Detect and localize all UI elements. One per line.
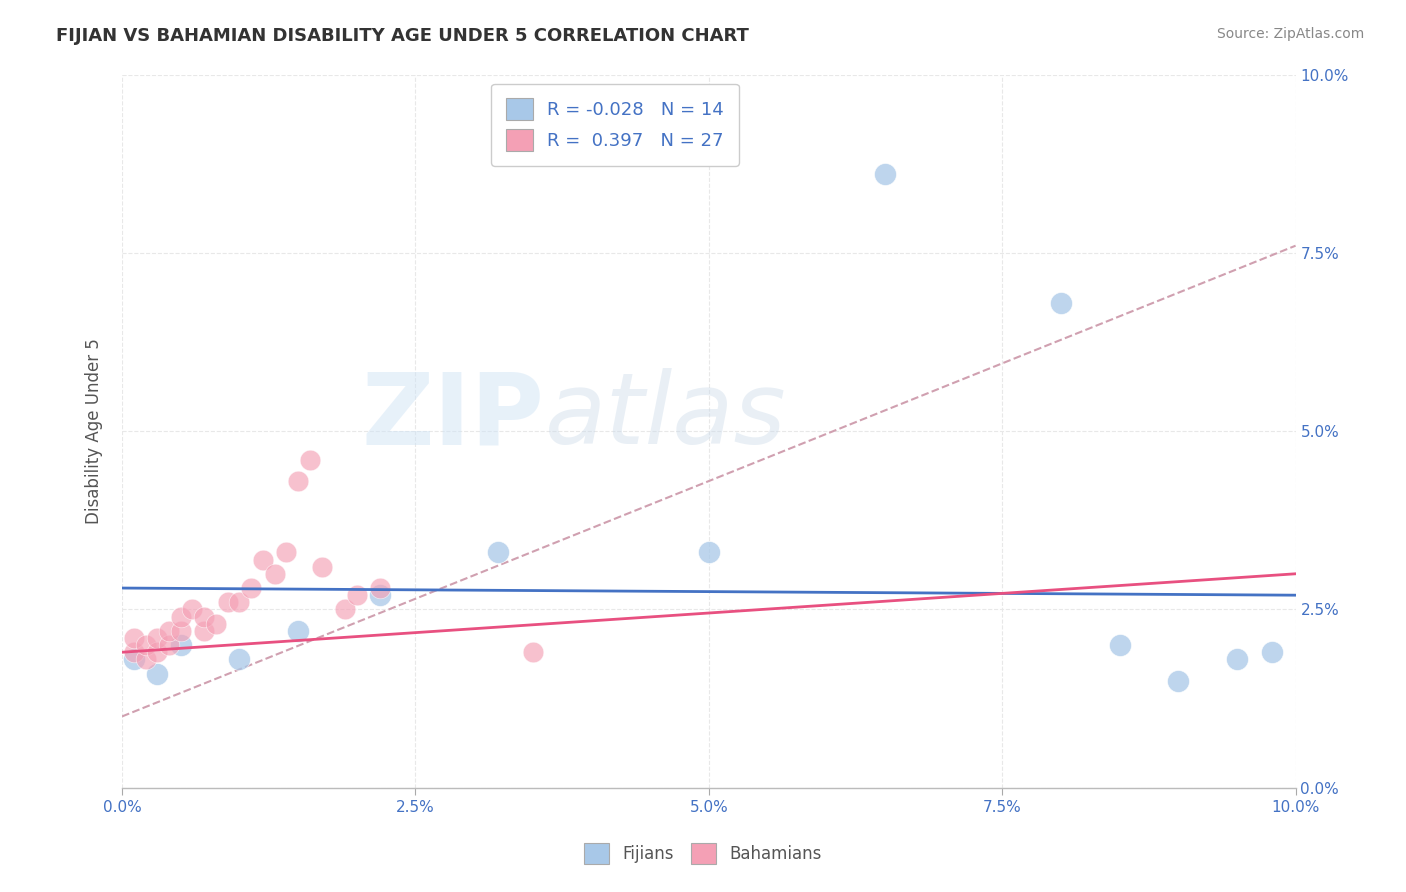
Point — [228, 595, 250, 609]
Legend: R = -0.028   N = 14, R =  0.397   N = 27: R = -0.028 N = 14, R = 0.397 N = 27 — [491, 84, 738, 166]
Point — [181, 602, 204, 616]
Point — [193, 609, 215, 624]
Point — [298, 452, 321, 467]
Point — [346, 588, 368, 602]
Point — [1108, 638, 1130, 652]
Point — [1050, 295, 1073, 310]
Point — [157, 638, 180, 652]
Y-axis label: Disability Age Under 5: Disability Age Under 5 — [86, 338, 103, 524]
Point — [1226, 652, 1249, 666]
Point — [122, 645, 145, 659]
Point — [873, 167, 896, 181]
Point — [240, 581, 263, 595]
Point — [205, 616, 228, 631]
Point — [263, 566, 285, 581]
Point — [228, 652, 250, 666]
Point — [486, 545, 509, 559]
Point — [252, 552, 274, 566]
Point — [134, 652, 156, 666]
Point — [170, 624, 193, 638]
Point — [276, 545, 298, 559]
Text: atlas: atlas — [544, 368, 786, 466]
Point — [217, 595, 239, 609]
Text: ZIP: ZIP — [361, 368, 544, 466]
Point — [170, 609, 193, 624]
Point — [146, 645, 169, 659]
Point — [287, 624, 309, 638]
Legend: Fijians, Bahamians: Fijians, Bahamians — [578, 837, 828, 871]
Point — [287, 474, 309, 488]
Point — [522, 645, 544, 659]
Point — [146, 631, 169, 645]
Point — [146, 666, 169, 681]
Point — [170, 638, 193, 652]
Point — [697, 545, 720, 559]
Point — [368, 581, 391, 595]
Point — [333, 602, 356, 616]
Point — [1167, 673, 1189, 688]
Point — [122, 652, 145, 666]
Point — [311, 559, 333, 574]
Point — [157, 624, 180, 638]
Text: Source: ZipAtlas.com: Source: ZipAtlas.com — [1216, 27, 1364, 41]
Point — [193, 624, 215, 638]
Point — [1261, 645, 1284, 659]
Point — [122, 631, 145, 645]
Point — [368, 588, 391, 602]
Point — [134, 638, 156, 652]
Text: FIJIAN VS BAHAMIAN DISABILITY AGE UNDER 5 CORRELATION CHART: FIJIAN VS BAHAMIAN DISABILITY AGE UNDER … — [56, 27, 749, 45]
